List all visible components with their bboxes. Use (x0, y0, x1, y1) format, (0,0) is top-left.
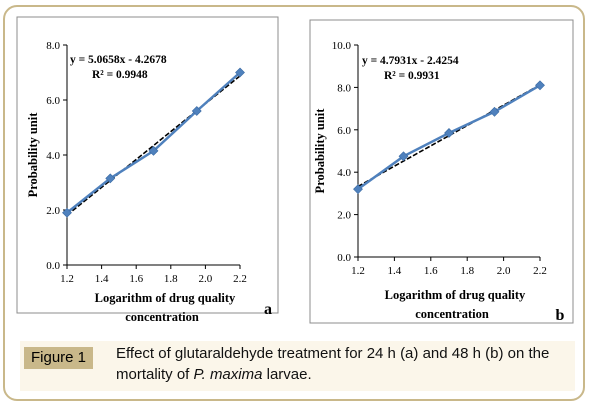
chart-b-y-axis-title: Probability unit (313, 108, 327, 194)
chart-b-x-tick-label: 1.4 (388, 265, 402, 277)
chart-a-data-point (62, 207, 72, 218)
chart-b-x-tick-label: 1.2 (351, 265, 365, 277)
chart-b-data-point (489, 106, 500, 117)
chart-b-y-tick-label: 10.0 (332, 40, 352, 52)
chart-b-panel-letter: b (556, 307, 565, 324)
chart-a-r-squared: R² = 0.9948 (92, 69, 148, 81)
chart-b-x-tick-label: 1.6 (424, 265, 438, 277)
chart-a-y-tick-label: 2.0 (46, 205, 60, 217)
chart-a-x-tick-label: 2.2 (233, 273, 247, 285)
chart-b-y-tick-label: 6.0 (337, 125, 351, 137)
chart-b-x-axis-title-line2: concentration (415, 307, 489, 321)
chart-a-data-point (105, 173, 116, 184)
figure-caption: Figure 1 Effect of glutaraldehyde treatm… (20, 341, 575, 391)
chart-b-y-tick-label: 8.0 (337, 82, 351, 94)
chart-a-y-tick-label: 6.0 (46, 95, 60, 107)
caption-text: Effect of glutaraldehyde treatment for 2… (116, 343, 571, 385)
chart-a-x-tick-label: 1.4 (95, 273, 109, 285)
chart-b-box (309, 19, 574, 324)
chart-b-data-point (535, 80, 545, 91)
chart-a: 0.0 2.0 4.0 6.0 8.0 1.2 1.4 1.6 1.8 2.0 2.2 y = 5.0… (16, 16, 279, 324)
chart-b: 0.0 2.0 4.0 6.0 8.0 10.0 1.2 1.4 1.6 1.8 2.0 2.2 y =… (309, 19, 574, 324)
chart-b-y-tick-label: 0.0 (337, 252, 351, 264)
chart-b-r-squared: R² = 0.9931 (384, 70, 440, 82)
chart-a-equation: y = 5.0658x - 4.2678 (70, 54, 167, 66)
chart-a-y-tick-label: 8.0 (46, 40, 60, 52)
chart-b-y-tick-label: 4.0 (337, 167, 351, 179)
chart-b-data-point (353, 184, 363, 195)
caption-text-part1: Effect of glutaraldehyde treatment for 2… (116, 345, 550, 383)
chart-a-data-point (191, 106, 202, 116)
chart-a-x-tick-label: 1.2 (60, 273, 74, 285)
chart-b-x-tick-label: 2.2 (533, 265, 547, 277)
chart-a-x-axis-title-line1: Logarithm of drug quality (95, 291, 236, 305)
chart-a-x-tick-label: 1.8 (164, 273, 178, 285)
chart-a-y-tick-label: 0.0 (46, 260, 60, 272)
chart-a-y-tick-label: 4.0 (46, 150, 60, 162)
caption-species: P. maxima (193, 366, 263, 383)
chart-a-x-axis-title-line2: concentration (125, 310, 199, 324)
chart-b-x-tick-label: 2.0 (497, 265, 511, 277)
chart-b-data-point (398, 151, 409, 162)
figure-label: Figure 1 (24, 347, 94, 369)
chart-b-equation: y = 4.7931x - 2.4254 (362, 55, 459, 67)
chart-b-x-tick-label: 1.8 (460, 265, 474, 277)
chart-a-data-point (235, 67, 245, 78)
chart-a-box (16, 16, 279, 314)
chart-b-data-point (444, 128, 454, 138)
chart-a-x-tick-label: 2.0 (199, 273, 213, 285)
chart-b-y-tick-label: 2.0 (337, 210, 351, 222)
chart-a-x-tick-label: 1.6 (129, 273, 143, 285)
caption-text-part2: larvae. (262, 366, 312, 383)
chart-a-y-axis-title: Probability unit (26, 112, 40, 198)
chart-b-x-axis-title-line1: Logarithm of drug quality (385, 288, 526, 302)
chart-a-data-point (148, 145, 159, 156)
chart-a-panel-letter: a (264, 301, 272, 318)
